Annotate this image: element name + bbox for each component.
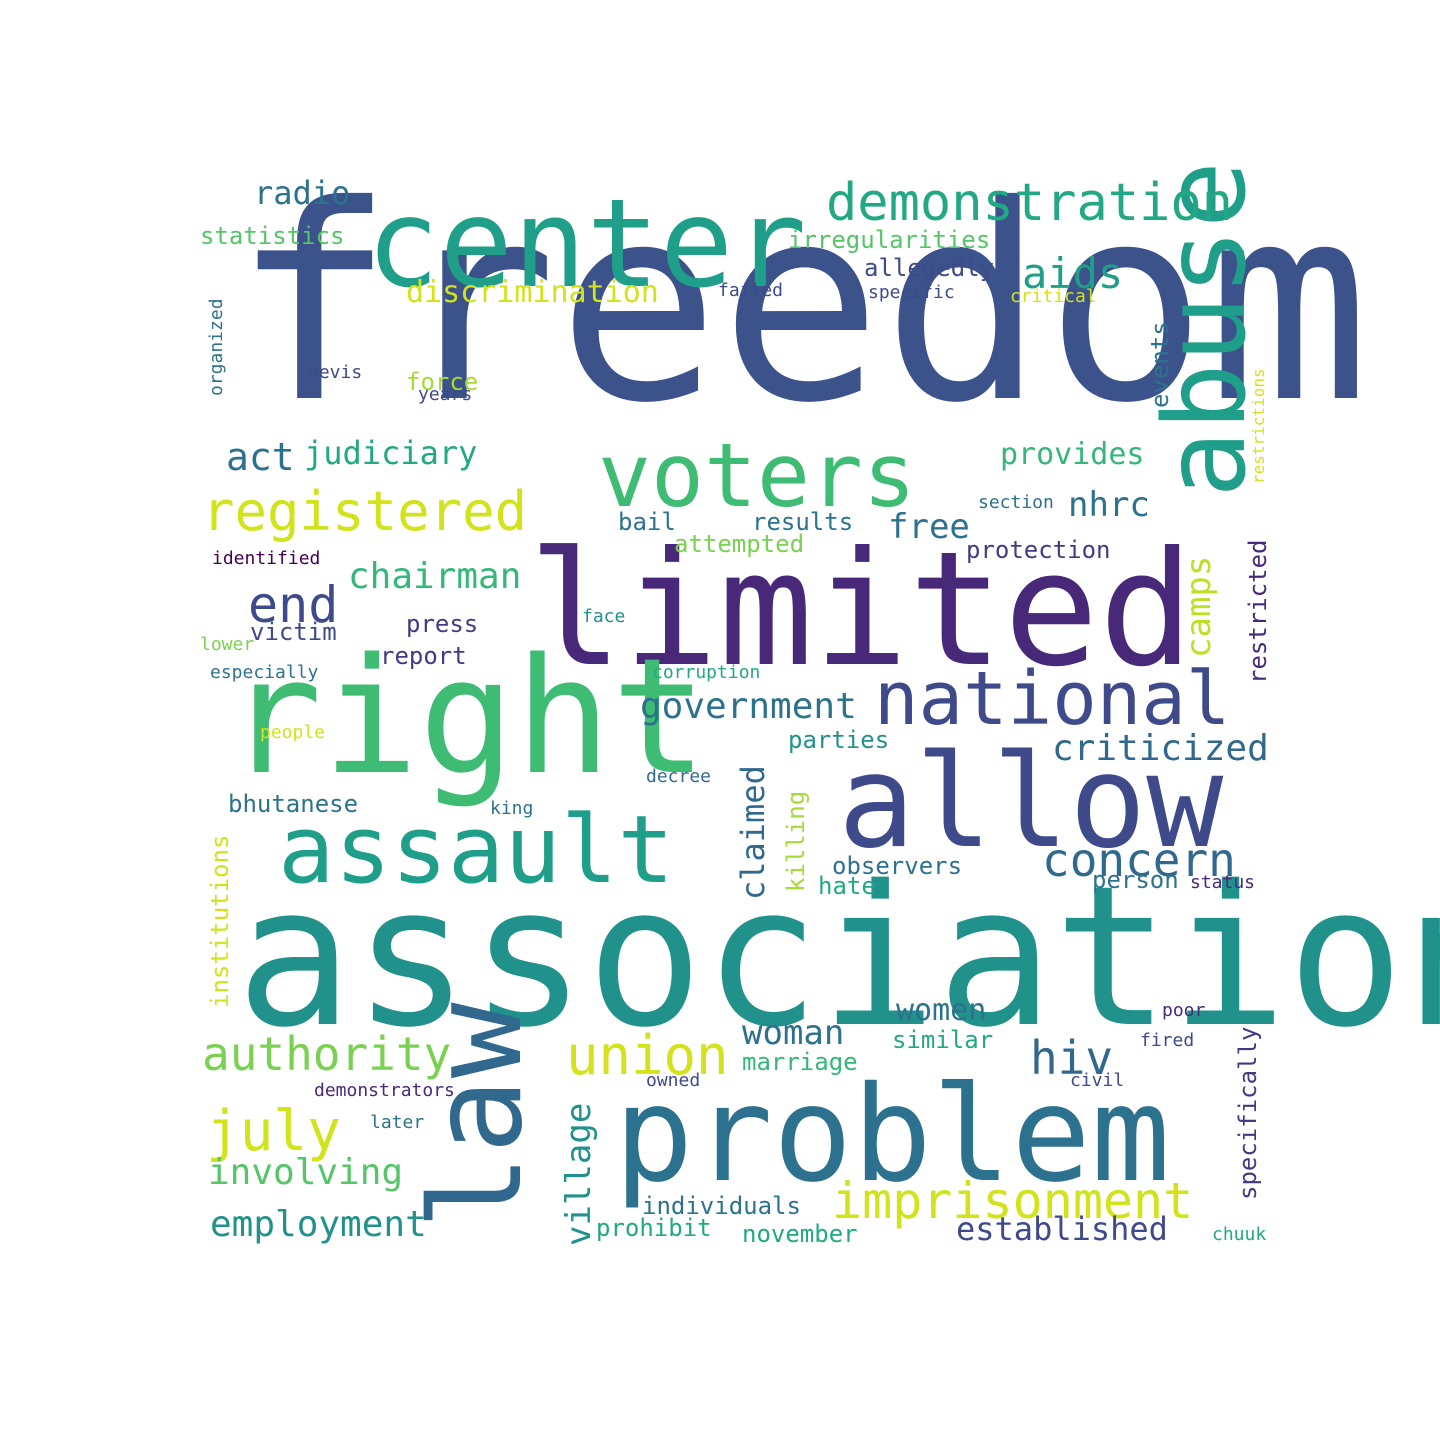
word-protection: protection <box>966 536 1111 564</box>
word-involving: involving <box>208 1152 403 1193</box>
word-imprisonment: imprisonment <box>832 1172 1193 1230</box>
word-force: force <box>406 368 478 396</box>
word-discrimination: discrimination <box>406 275 659 310</box>
word-chuuk: chuuk <box>1212 1224 1266 1245</box>
word-village: village <box>559 1103 599 1246</box>
word-results: results <box>752 508 853 536</box>
word-end: end <box>248 576 338 634</box>
word-hate: hate <box>818 872 876 900</box>
word-status: status <box>1190 872 1255 893</box>
word-freedom: freedom <box>232 147 1370 462</box>
word-victim: victim <box>250 618 337 646</box>
word-limited: limited <box>528 518 1194 702</box>
word-nevis: nevis <box>308 362 362 383</box>
word-allow: allow <box>838 728 1224 877</box>
word-problem: problem <box>614 1058 1170 1212</box>
word-july: july <box>206 1099 341 1164</box>
word-people: people <box>260 722 325 743</box>
word-authority: authority <box>202 1027 451 1081</box>
word-government: government <box>640 686 857 727</box>
word-irregularities: irregularities <box>788 226 990 254</box>
word-union: union <box>566 1024 729 1087</box>
word-hiv: hiv <box>1030 1031 1113 1085</box>
word-killing: killing <box>782 791 810 892</box>
word-section: section <box>978 492 1054 513</box>
word-bhutanese: bhutanese <box>228 790 358 818</box>
word-corruption: corruption <box>652 662 760 683</box>
word-chairman: chairman <box>348 556 521 597</box>
word-act: act <box>226 435 295 479</box>
word-statistics: statistics <box>200 222 345 250</box>
word-critical: critical <box>1010 286 1097 307</box>
word-person: person <box>1092 866 1179 894</box>
word-identified: identified <box>212 548 320 569</box>
word-demonstrators: demonstrators <box>314 1080 455 1101</box>
word-restrictions: restrictions <box>1249 368 1268 484</box>
word-organized: organized <box>206 298 227 396</box>
word-failed: failed <box>718 280 783 301</box>
word-later: later <box>370 1112 424 1133</box>
word-nhrc: nhrc <box>1068 485 1150 525</box>
word-claimed: claimed <box>734 765 772 900</box>
word-decree: decree <box>646 766 711 787</box>
word-november: november <box>742 1220 858 1248</box>
word-assault: assault <box>278 796 674 905</box>
word-similar: similar <box>892 1026 993 1054</box>
word-fired: fired <box>1140 1030 1194 1051</box>
word-observers: observers <box>832 852 962 880</box>
word-institutions: institutions <box>206 835 234 1008</box>
word-aids: aids <box>1022 249 1123 298</box>
word-camps: camps <box>1179 556 1219 658</box>
word-poor: poor <box>1162 1000 1206 1021</box>
word-events: events <box>1146 321 1174 408</box>
word-individuals: individuals <box>642 1192 801 1220</box>
word-specific: specific <box>868 282 955 303</box>
word-civil: civil <box>1070 1070 1124 1091</box>
word-free: free <box>888 507 970 547</box>
word-face: face <box>582 606 625 627</box>
word-radio: radio <box>254 174 350 212</box>
word-owned: owned <box>646 1070 700 1091</box>
word-demonstration: demonstration <box>826 173 1233 233</box>
word-provides: provides <box>1000 437 1145 472</box>
word-parties: parties <box>788 726 889 754</box>
word-registered: registered <box>202 480 527 543</box>
word-press: press <box>406 610 478 638</box>
word-women: women <box>896 993 986 1028</box>
word-allegedly: allegedly <box>864 254 994 282</box>
word-years: years <box>418 384 472 405</box>
word-concern: concern <box>1042 833 1236 887</box>
word-voters: voters <box>598 424 916 527</box>
word-judiciary: judiciary <box>304 434 477 472</box>
word-bail: bail <box>618 508 676 536</box>
word-employment: employment <box>210 1204 427 1245</box>
word-attempted: attempted <box>674 530 804 558</box>
word-abuse: abuse <box>1141 161 1271 498</box>
word-report: report <box>380 642 467 670</box>
word-right: right <box>226 623 708 810</box>
word-criticized: criticized <box>1052 728 1269 769</box>
word-lower: lower <box>200 634 254 655</box>
word-national: national <box>874 656 1230 742</box>
word-marriage: marriage <box>742 1048 858 1076</box>
word-specifically: specifically <box>1234 1027 1262 1200</box>
word-especially: especially <box>210 662 319 683</box>
word-restricted: restricted <box>1244 540 1272 685</box>
word-association: association <box>236 844 1440 1070</box>
word-center: center <box>366 173 807 315</box>
word-established: established <box>956 1210 1168 1248</box>
word-prohibit: prohibit <box>596 1214 712 1242</box>
word-king: king <box>490 798 533 819</box>
word-law: law <box>403 1002 550 1230</box>
word-woman: woman <box>742 1013 844 1053</box>
